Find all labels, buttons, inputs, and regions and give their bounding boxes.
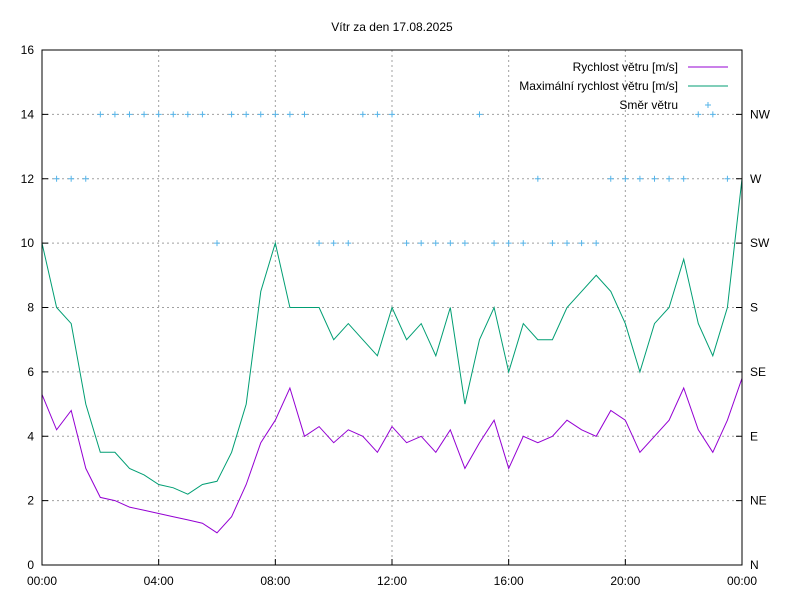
y-tick-labels: 0 2 4 6 8 10 12 14 16 [21,43,35,572]
y-tick-label: 12 [21,172,35,186]
direction-point [126,111,133,118]
y2-tick-label: W [750,172,762,186]
legend-label: Rychlost větru [m/s] [573,60,678,74]
direction-point [505,240,512,247]
direction-point [651,175,658,182]
y2-tick-labels: N NE E SE S SW W NW [750,107,771,572]
direction-point [374,111,381,118]
direction-point [316,240,323,247]
x-tick-label: 16:00 [494,574,524,588]
direction-point [82,175,89,182]
series-layer [41,111,743,534]
direction-point [447,240,454,247]
y-tick-label: 4 [27,429,34,443]
legend-entry: Maximální rychlost větru [m/s] [519,79,728,93]
direction-point [243,111,250,118]
direction-point [666,175,673,182]
direction-point [724,175,731,182]
direction-point [578,240,585,247]
y-tick-label: 14 [21,107,35,121]
series-points-3 [53,111,731,247]
direction-point [111,111,118,118]
direction-point [214,240,220,247]
direction-point [695,111,702,118]
direction-point [636,175,643,182]
direction-point [359,111,366,118]
direction-point [272,111,279,118]
direction-point [432,240,439,247]
y-tick-label: 0 [27,558,34,572]
y2-tick-label: S [750,301,758,315]
direction-point [534,175,541,182]
direction-point [330,240,337,247]
direction-point [345,240,352,247]
direction-point [199,111,206,118]
direction-point [53,175,60,182]
direction-point [709,111,716,118]
direction-point [389,111,395,118]
direction-point [97,111,104,118]
x-tick-label: 00:00 [27,574,57,588]
direction-point [461,240,468,247]
direction-point [549,240,556,247]
y-tick-label: 10 [21,236,35,250]
direction-point [418,240,425,247]
direction-point [403,240,410,247]
direction-point [680,175,687,182]
legend-swatch [705,102,711,108]
direction-point [476,111,483,118]
direction-point [141,111,148,118]
series-line-1 [41,378,743,534]
plot-frame [41,49,743,566]
legend-label: Směr větru [619,98,678,112]
axis-ticks [41,49,743,566]
x-tick-label: 12:00 [377,574,407,588]
x-tick-label: 04:00 [144,574,174,588]
series-line-2 [41,178,743,495]
legend-entry: Směr větru [619,98,711,112]
direction-point [607,175,614,182]
direction-point [593,240,600,247]
x-tick-labels: 00:00 04:00 08:00 12:00 16:00 20:00 00:00 [27,574,757,588]
direction-point [286,111,293,118]
y-tick-label: 2 [27,494,34,508]
x-tick-label: 00:00 [727,574,757,588]
y2-tick-label: SE [750,365,766,379]
y-tick-label: 6 [27,365,34,379]
y2-tick-label: NW [750,107,771,121]
chart-title: Vítr za den 17.08.2025 [331,20,453,34]
direction-point [228,111,235,118]
direction-point [491,240,498,247]
legend-entry: Rychlost větru [m/s] [573,60,728,74]
direction-point [622,175,629,182]
direction-point [520,240,527,247]
legend-label: Maximální rychlost větru [m/s] [519,79,678,93]
y-tick-label: 8 [27,301,34,315]
direction-point [170,111,177,118]
direction-point [301,111,308,118]
y2-tick-label: N [750,558,759,572]
y2-tick-label: SW [750,236,770,250]
direction-point [68,175,75,182]
x-tick-label: 20:00 [610,574,640,588]
direction-point [257,111,264,118]
direction-point [564,240,570,247]
y2-tick-label: NE [750,494,767,508]
direction-point [155,111,162,118]
y-tick-label: 16 [21,43,35,57]
x-tick-label: 08:00 [260,574,290,588]
legend: Rychlost větru [m/s] Maximální rychlost v… [519,60,728,112]
direction-point [184,111,191,118]
y2-tick-label: E [750,429,758,443]
